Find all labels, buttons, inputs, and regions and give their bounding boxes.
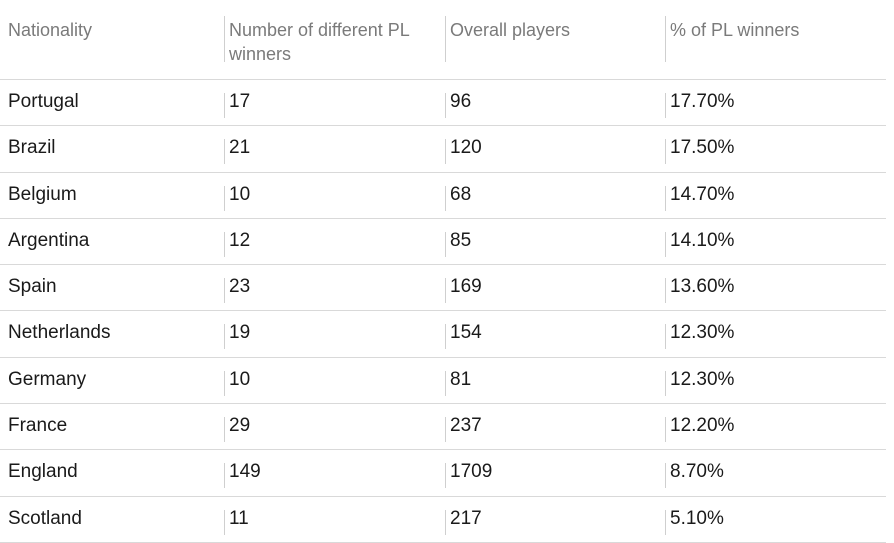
cell-percent-pl-winners: 8.70%: [665, 450, 886, 495]
cell-nationality: Netherlands: [8, 322, 111, 344]
cell-percent-pl-winners: 12.30%: [665, 358, 886, 403]
table-row: Portugal 17 96 17.70%: [0, 80, 886, 127]
cell-pl-winners-count: 23: [224, 265, 445, 310]
cell-percent-pl-winners: 14.10%: [665, 219, 886, 264]
cell-pl-winners-count: 21: [224, 126, 445, 171]
cell-pl-winners-count: 19: [224, 311, 445, 356]
table-row: England 149 1709 8.70%: [0, 450, 886, 497]
cell-nationality: England: [8, 461, 78, 483]
cell-pl-winners-count: 10: [224, 173, 445, 218]
table-row: Argentina 12 85 14.10%: [0, 219, 886, 266]
cell-pl-winners-count: 29: [224, 404, 445, 449]
cell-nationality: Argentina: [8, 229, 90, 251]
cell-overall-players: 1709: [445, 450, 665, 495]
cell-overall-players: 68: [445, 173, 665, 218]
cell-percent-pl-winners: 17.50%: [665, 126, 886, 171]
cell-nationality: France: [8, 415, 68, 437]
cell-nationality: Portugal: [8, 91, 79, 112]
cell-pl-winners-count: 10: [224, 358, 445, 403]
cell-percent-pl-winners: 14.70%: [665, 173, 886, 218]
cell-percent-pl-winners: 12.30%: [665, 311, 886, 356]
table-header-row: Nationality Number of different PL winne…: [0, 0, 886, 80]
table-row: Netherlands 19 154 12.30%: [0, 311, 886, 358]
cell-nationality: Brazil: [8, 137, 56, 159]
table-row: Spain 23 169 13.60%: [0, 265, 886, 312]
cell-overall-players: 85: [445, 219, 665, 264]
cell-overall-players: 169: [445, 265, 665, 310]
cell-nationality: Germany: [8, 368, 87, 390]
cell-percent-pl-winners: 12.20%: [665, 404, 886, 449]
cell-percent-pl-winners: 5.10%: [665, 497, 886, 542]
cell-nationality: Belgium: [8, 183, 77, 205]
cell-pl-winners-count: 149: [224, 450, 445, 495]
cell-overall-players: 217: [445, 497, 665, 542]
cell-percent-pl-winners: 13.60%: [665, 265, 886, 310]
cell-nationality: Spain: [8, 276, 57, 298]
cell-pl-winners-count: 11: [224, 497, 445, 542]
header-percent-pl-winners: % of PL winners: [665, 0, 886, 79]
table-row: Brazil 21 120 17.50%: [0, 126, 886, 173]
cell-overall-players: 237: [445, 404, 665, 449]
header-pl-winners-count: Number of different PL winners: [224, 0, 445, 79]
table-row: Scotland 11 217 5.10%: [0, 497, 886, 543]
cell-percent-pl-winners: 17.70%: [665, 80, 886, 125]
cell-overall-players: 81: [445, 358, 665, 403]
cell-pl-winners-count: 17: [224, 80, 445, 125]
header-overall-players: Overall players: [445, 0, 665, 79]
cell-overall-players: 154: [445, 311, 665, 356]
cell-nationality: Scotland: [8, 507, 82, 529]
table-row: Germany 10 81 12.30%: [0, 358, 886, 405]
table-row: Belgium 10 68 14.70%: [0, 173, 886, 219]
cell-pl-winners-count: 12: [224, 219, 445, 264]
header-nationality: Nationality: [8, 20, 93, 40]
table-row: France 29 237 12.20%: [0, 404, 886, 451]
cell-overall-players: 120: [445, 126, 665, 171]
cell-overall-players: 96: [445, 80, 665, 125]
